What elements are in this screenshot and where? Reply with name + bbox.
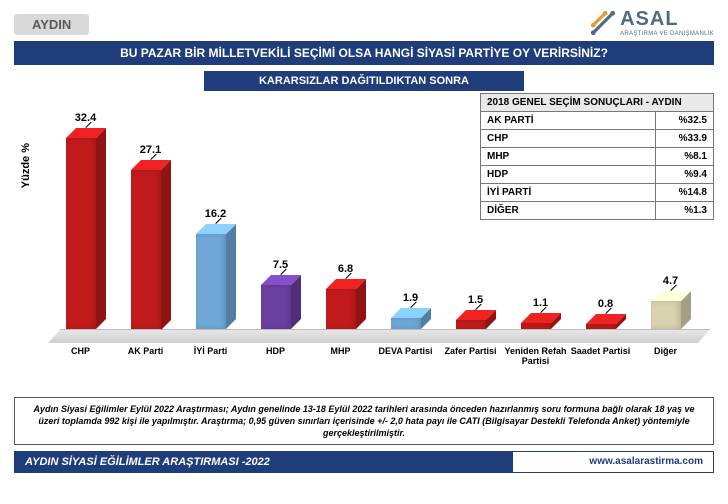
bar-value-label: 16.2 bbox=[186, 208, 246, 220]
party-cell: HDP bbox=[481, 166, 656, 184]
bar-category-label: DEVA Partisi bbox=[371, 347, 441, 357]
table-row: İYİ PARTİ%14.8 bbox=[481, 184, 714, 202]
bar: 27.1AK Parti bbox=[131, 170, 161, 330]
bar-category-label: İYİ Parti bbox=[176, 347, 246, 357]
brand-logo: ASAL ARAŞTIRMA VE DANIŞMANLIK bbox=[590, 8, 714, 37]
bar-value-label: 0.8 bbox=[576, 298, 636, 310]
bar: 16.2İYİ Parti bbox=[196, 234, 226, 329]
bar-value-label: 1.5 bbox=[446, 294, 506, 306]
bar-slot: 16.2İYİ Parti bbox=[178, 234, 243, 329]
pct-cell: %32.5 bbox=[656, 112, 714, 130]
table-row: MHP%8.1 bbox=[481, 148, 714, 166]
pct-cell: %33.9 bbox=[656, 130, 714, 148]
pct-cell: %8.1 bbox=[656, 148, 714, 166]
bar-slot: 32.4CHP bbox=[48, 138, 113, 329]
bar: 32.4CHP bbox=[66, 138, 96, 329]
logo-mark-icon bbox=[590, 10, 616, 36]
header: AYDIN ASAL ARAŞTIRMA VE DANIŞMANLIK bbox=[0, 0, 728, 37]
content-area: Yüzde % 32.4CHP27.1AK Parti16.2İYİ Parti… bbox=[0, 93, 728, 393]
table-row: CHP%33.9 bbox=[481, 130, 714, 148]
party-cell: MHP bbox=[481, 148, 656, 166]
bar: 4.7Diğer bbox=[651, 301, 681, 329]
table-header: 2018 GENEL SEÇİM SONUÇLARI - AYDIN bbox=[481, 94, 714, 112]
bar: 1.1Yeniden Refah Partisi bbox=[521, 323, 551, 329]
party-cell: AK PARTİ bbox=[481, 112, 656, 130]
bar-value-label: 4.7 bbox=[641, 275, 701, 287]
party-cell: DİĞER bbox=[481, 202, 656, 220]
pct-cell: %14.8 bbox=[656, 184, 714, 202]
logo-name: ASAL bbox=[620, 8, 678, 31]
pct-cell: %9.4 bbox=[656, 166, 714, 184]
bar-category-label: Saadet Partisi bbox=[566, 347, 636, 357]
party-cell: İYİ PARTİ bbox=[481, 184, 656, 202]
bar-slot: 7.5HDP bbox=[243, 285, 308, 329]
y-axis-label: Yüzde % bbox=[20, 143, 32, 188]
subtitle-bar: KARARSIZLAR DAĞITILDIKTAN SONRA bbox=[204, 71, 524, 91]
bar-slot: 0.8Saadet Partisi bbox=[568, 324, 633, 329]
bar-value-label: 1.9 bbox=[381, 292, 441, 304]
province-badge: AYDIN bbox=[14, 14, 89, 35]
bar: 1.9DEVA Partisi bbox=[391, 318, 421, 329]
table-row: HDP%9.4 bbox=[481, 166, 714, 184]
table-row: DİĞER%1.3 bbox=[481, 202, 714, 220]
pct-cell: %1.3 bbox=[656, 202, 714, 220]
bar-slot: 27.1AK Parti bbox=[113, 170, 178, 330]
bar-category-label: Zafer Partisi bbox=[436, 347, 506, 357]
bar-value-label: 32.4 bbox=[56, 112, 116, 124]
bar: 7.5HDP bbox=[261, 285, 291, 329]
bar-value-label: 6.8 bbox=[316, 263, 376, 275]
bar-value-label: 27.1 bbox=[121, 144, 181, 156]
bar-category-label: AK Parti bbox=[111, 347, 181, 357]
bar-slot: 1.5Zafer Partisi bbox=[438, 320, 503, 329]
bar-category-label: Yeniden Refah Partisi bbox=[501, 347, 571, 367]
footer-bar: AYDIN SİYASİ EĞİLİMLER ARAŞTIRMASI -2022… bbox=[14, 451, 714, 473]
bar-value-label: 1.1 bbox=[511, 297, 571, 309]
bar-category-label: CHP bbox=[46, 347, 116, 357]
methodology-footnote: Aydın Siyasi Eğilimler Eylül 2022 Araştı… bbox=[14, 397, 714, 445]
bar-slot: 4.7Diğer bbox=[633, 301, 698, 329]
logo-subtitle: ARAŞTIRMA VE DANIŞMANLIK bbox=[620, 31, 714, 37]
footer-url: www.asalarastirma.com bbox=[513, 452, 713, 472]
bar-value-label: 7.5 bbox=[251, 259, 311, 271]
bar: 0.8Saadet Partisi bbox=[586, 324, 616, 329]
bar-slot: 1.9DEVA Partisi bbox=[373, 318, 438, 329]
bar: 6.8MHP bbox=[326, 289, 356, 329]
results-2018-table: 2018 GENEL SEÇİM SONUÇLARI - AYDIN AK PA… bbox=[480, 93, 714, 220]
table-row: AK PARTİ%32.5 bbox=[481, 112, 714, 130]
bar-category-label: Diğer bbox=[631, 347, 701, 357]
footer-title: AYDIN SİYASİ EĞİLİMLER ARAŞTIRMASI -2022 bbox=[15, 452, 513, 472]
chart-floor bbox=[48, 329, 711, 343]
bar: 1.5Zafer Partisi bbox=[456, 320, 486, 329]
bar-slot: 1.1Yeniden Refah Partisi bbox=[503, 323, 568, 329]
bar-slot: 6.8MHP bbox=[308, 289, 373, 329]
party-cell: CHP bbox=[481, 130, 656, 148]
question-title: BU PAZAR BİR MİLLETVEKİLİ SEÇİMİ OLSA HA… bbox=[14, 41, 714, 65]
bar-category-label: HDP bbox=[241, 347, 311, 357]
bar-category-label: MHP bbox=[306, 347, 376, 357]
